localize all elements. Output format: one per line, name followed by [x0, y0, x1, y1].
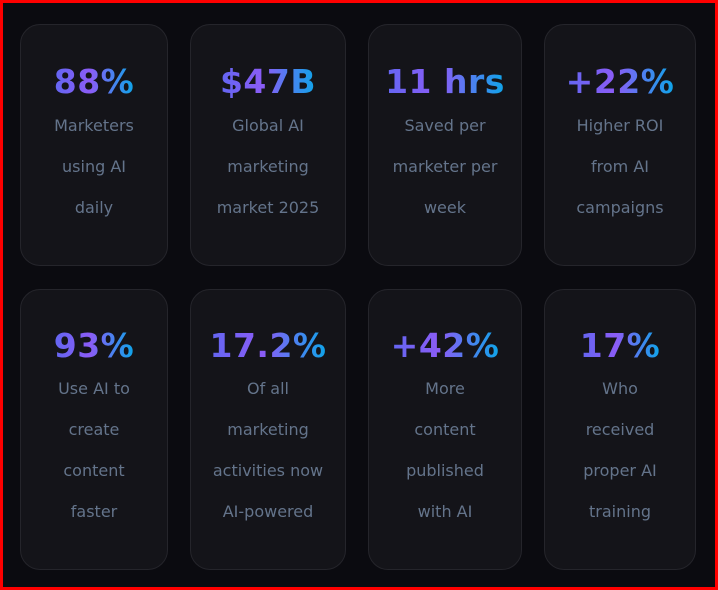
stat-value: 93% [53, 326, 135, 365]
stat-label-line: AI-powered [222, 502, 314, 521]
stat-label: Who received proper AI training [545, 368, 695, 532]
stat-value: 11 hrs [385, 62, 505, 101]
stat-label-line: Who [602, 379, 638, 398]
stat-label: Marketers using AI daily [21, 105, 167, 228]
stat-label-line: activities now [212, 461, 324, 480]
stat-label-line: received [585, 420, 655, 439]
stat-card: 93% Use AI to create content faster [20, 289, 168, 570]
stat-label-line: content [63, 461, 125, 480]
stat-label: Use AI to create content faster [21, 368, 167, 532]
stat-label: Saved per marketer per week [369, 105, 521, 228]
stat-label-line: marketing [227, 420, 309, 439]
stat-card: 17% Who received proper AI training [544, 289, 696, 570]
stat-value: +42% [390, 326, 500, 365]
stat-label-line: content [414, 420, 476, 439]
stat-label-line: daily [74, 198, 114, 217]
stat-label-line: from AI [591, 157, 649, 176]
stat-label-line: market 2025 [216, 198, 320, 217]
stat-card: +42% More content published with AI [368, 289, 522, 570]
stat-label-line: Of all [246, 379, 289, 398]
stat-card: 17.2% Of all marketing activities now AI-pow… [190, 289, 346, 570]
stat-label: Of all marketing activities now AI-powered [191, 368, 345, 532]
stat-value: 17% [579, 326, 661, 365]
stat-value: $47B [219, 62, 317, 101]
stat-label-line: More [425, 379, 465, 398]
stat-card: 11 hrs Saved per marketer per week [368, 24, 522, 266]
stat-label-line: with AI [417, 502, 473, 521]
stat-label-line: proper AI [583, 461, 657, 480]
stat-label-line: training [589, 502, 651, 521]
stat-label-line: Saved per [404, 116, 486, 135]
stat-label-line: Marketers [54, 116, 134, 135]
stat-card: 88% Marketers using AI daily [20, 24, 168, 266]
stat-label-line: marketer per [392, 157, 498, 176]
stat-label-line: Higher ROI [576, 116, 664, 135]
stat-label-line: faster [70, 502, 118, 521]
stat-value: 88% [53, 62, 135, 101]
stat-value: 17.2% [209, 326, 327, 365]
stat-card: +22% Higher ROI from AI campaigns [544, 24, 696, 266]
stat-label-line: Global AI [232, 116, 304, 135]
stat-label-line: Use AI to [58, 379, 130, 398]
stat-label-line: week [423, 198, 467, 217]
stat-label-line: create [68, 420, 120, 439]
stat-label-line: campaigns [576, 198, 664, 217]
stat-label: Global AI marketing market 2025 [191, 105, 345, 228]
stat-card: $47B Global AI marketing market 2025 [190, 24, 346, 266]
stat-value: +22% [565, 62, 675, 101]
stat-label-line: marketing [227, 157, 309, 176]
stat-label: More content published with AI [369, 368, 521, 532]
stat-label-line: published [406, 461, 484, 480]
stat-label-line: using AI [62, 157, 126, 176]
stat-label: Higher ROI from AI campaigns [545, 105, 695, 228]
